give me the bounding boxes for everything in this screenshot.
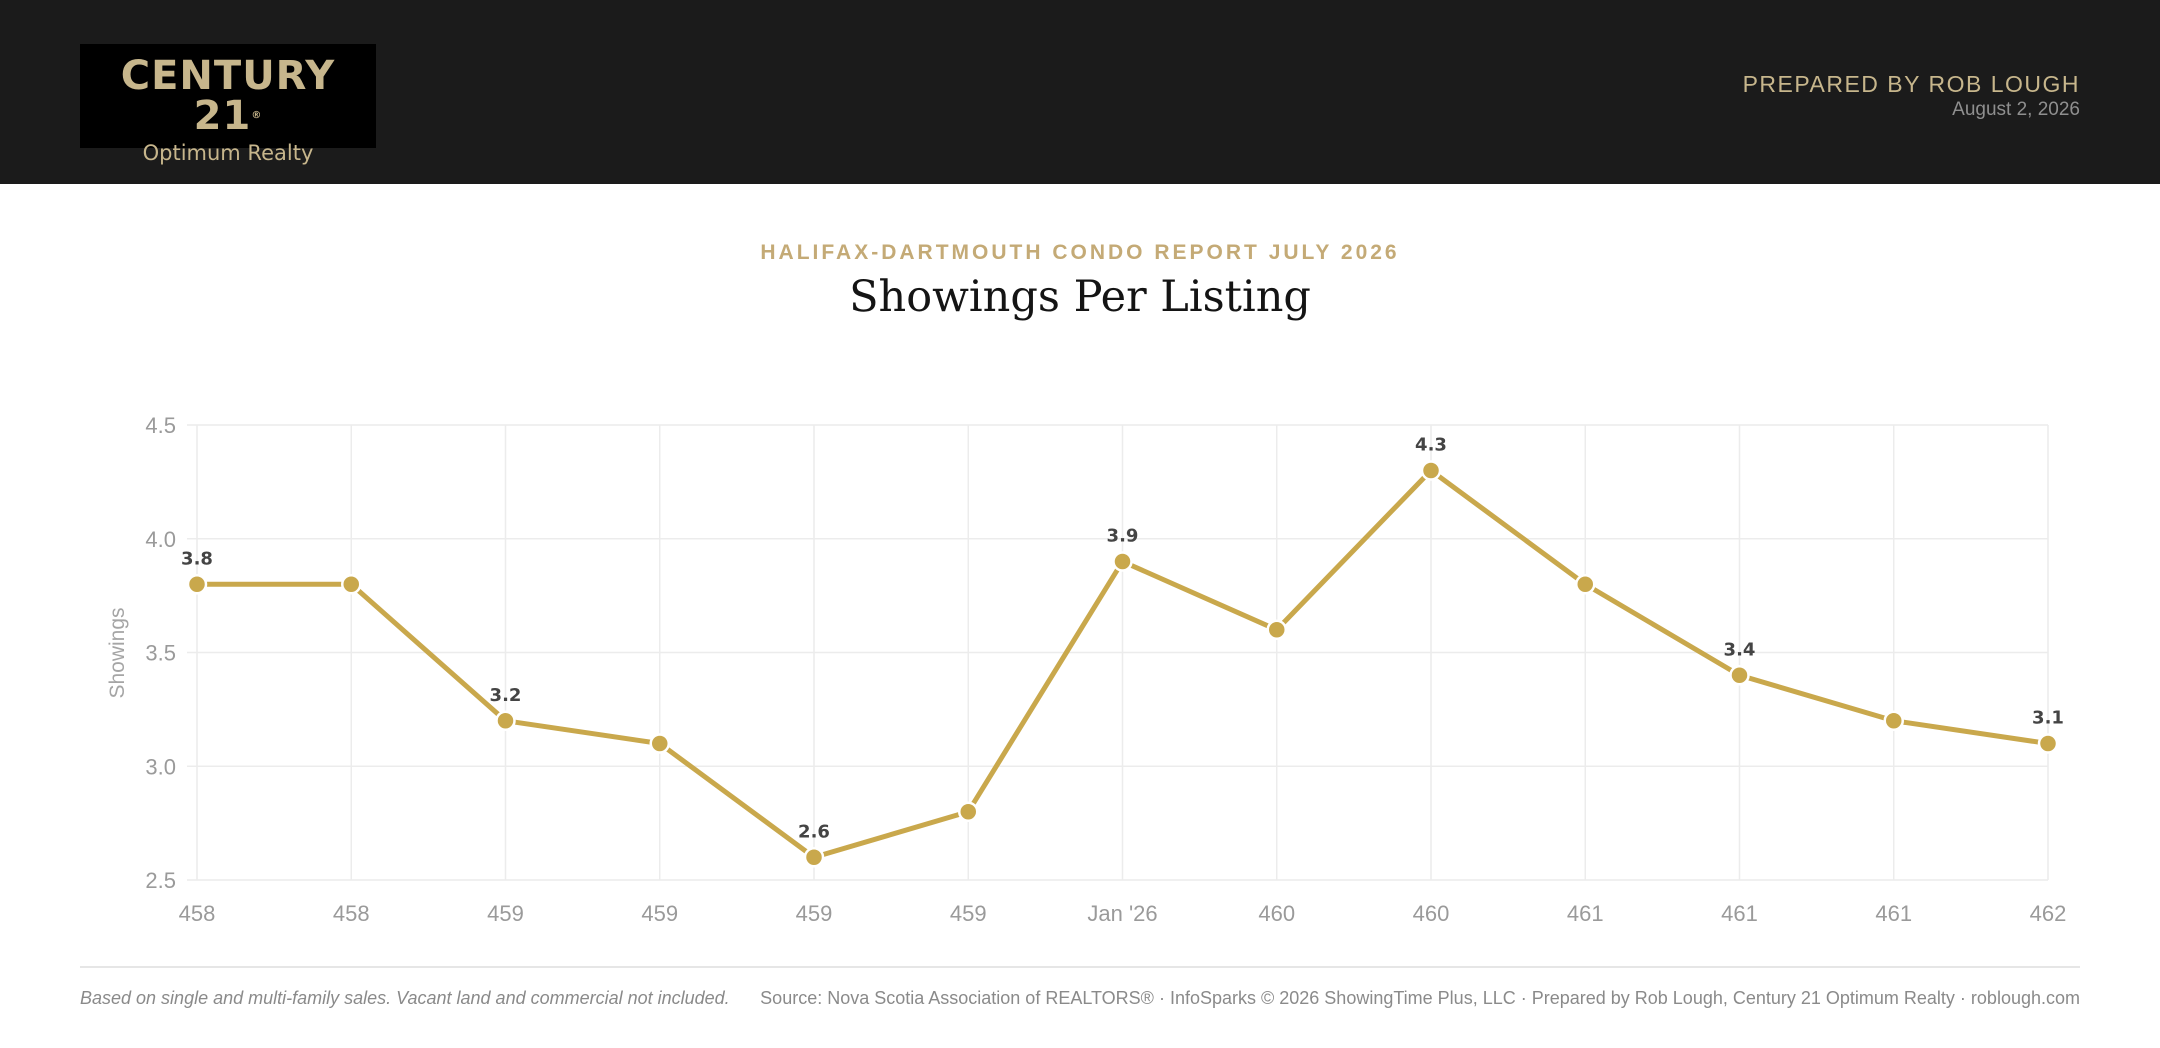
x-axis-ticks: 458 458 459 459 459 459 Jan '26 460 460 461 461 461… xyxy=(179,901,2067,926)
prepared-by: PREPARED BY ROB LOUGH xyxy=(1742,71,2080,97)
y-tick-label: 4.5 xyxy=(145,413,176,438)
x-tick-label: 458 xyxy=(179,901,216,926)
century21-logo: CENTURY 21® Optimum Realty xyxy=(80,44,376,165)
data-label: 3.1 xyxy=(2032,708,2064,729)
x-tick-label: 461 xyxy=(1875,901,1912,926)
y-axis-ticks: 4.5 4.0 3.5 3.0 2.5 xyxy=(145,413,176,893)
series-showings xyxy=(186,460,2059,868)
chart-grid xyxy=(187,424,2049,881)
logo-wordmark: CENTURY 21® xyxy=(120,53,336,139)
data-point xyxy=(1420,460,1442,481)
x-tick-label: 459 xyxy=(796,901,833,926)
x-tick-label: Jan '26 xyxy=(1087,901,1157,926)
y-tick-label: 4.0 xyxy=(145,527,176,552)
data-label: 3.9 xyxy=(1107,526,1139,547)
data-point xyxy=(1883,710,1904,731)
y-tick-label: 2.5 xyxy=(145,868,176,893)
x-tick-label: 459 xyxy=(641,901,678,926)
x-tick-label: 459 xyxy=(950,901,987,926)
data-point xyxy=(649,733,670,754)
data-point xyxy=(958,801,979,822)
report-label: HALIFAX-DARTMOUTH CONDO REPORT JULY 2026 xyxy=(760,241,1400,264)
x-tick-label: 459 xyxy=(487,901,524,926)
x-tick-label: 462 xyxy=(2030,901,2067,926)
data-label: 3.4 xyxy=(1724,639,1756,660)
data-point xyxy=(1112,551,1133,572)
data-labels: 3.8 3.2 2.6 3.9 4.3 3.4 3.1 xyxy=(181,435,2064,843)
x-tick-label: 460 xyxy=(1258,901,1295,926)
data-point xyxy=(495,710,516,731)
footer-divider xyxy=(80,966,2080,968)
x-tick-label: 461 xyxy=(1567,901,1604,926)
prepared-block: PREPARED BY ROB LOUGH August 2, 2026 xyxy=(1743,70,2080,122)
x-tick-label: 460 xyxy=(1413,901,1450,926)
y-tick-label: 3.0 xyxy=(145,754,176,779)
data-label: 3.2 xyxy=(490,685,522,706)
footer-note: Based on single and multi-family sales. … xyxy=(80,988,730,1008)
x-tick-label: 458 xyxy=(333,901,370,926)
data-label: 3.8 xyxy=(181,548,213,569)
data-point xyxy=(1575,574,1596,595)
line-chart: 4.5 4.0 3.5 3.0 2.5 458 458 459 459 459 459 Jan '2… xyxy=(106,413,2067,926)
data-point xyxy=(186,574,208,595)
data-label: 2.6 xyxy=(798,821,830,842)
data-point xyxy=(341,574,362,595)
data-point xyxy=(2037,733,2059,754)
data-point xyxy=(803,847,825,868)
report-date: August 2, 2026 xyxy=(1952,99,2080,120)
report-header: CENTURY 21® Optimum Realty PREPARED BY R… xyxy=(0,0,2160,184)
x-tick-label: 461 xyxy=(1721,901,1758,926)
y-axis-title: Showings xyxy=(106,607,129,698)
data-point xyxy=(1266,619,1287,640)
logo-subtitle: Optimum Realty xyxy=(142,141,314,165)
footer-source: Source: Nova Scotia Association of REALT… xyxy=(760,988,2080,1008)
chart-title: Showings Per Listing xyxy=(849,272,1311,322)
data-label: 4.3 xyxy=(1415,435,1447,456)
data-point xyxy=(1729,665,1750,686)
y-tick-label: 3.5 xyxy=(145,641,176,666)
